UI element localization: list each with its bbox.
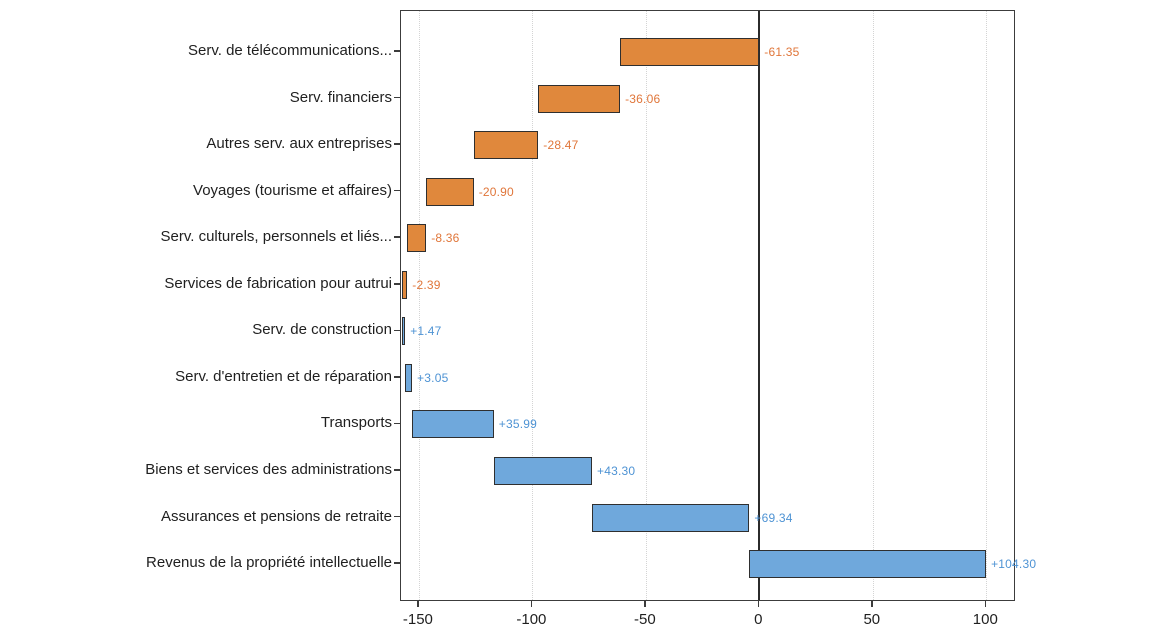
category-label: Assurances et pensions de retraite [161,507,392,525]
category-label: Serv. de construction [252,321,392,339]
bar-10 [493,456,593,485]
category-label: Biens et services des administrations [145,460,392,478]
bar-value-label: +104.30 [991,557,1037,571]
bar-value-label: -36.06 [625,91,661,106]
bar-value-label: +43.30 [597,463,636,478]
category-label: Serv. de télécommunications... [188,42,392,59]
x-tick-label: 50 [863,611,881,628]
category-label: Autres serv. aux entreprises [206,135,392,153]
y-tick-mark [394,469,400,471]
x-tick-mark [530,601,533,607]
y-tick-mark [394,96,400,99]
bar-value-label: -28.47 [543,138,579,153]
category-label: Voyages (tourisme et affaires) [193,181,392,199]
bar-value-label: +35.99 [498,417,538,432]
gridline--150 [418,11,420,600]
bar-8 [405,363,413,392]
x-tick-mark [757,601,760,607]
plot-area: -61.35 -36.06 -28.47 -20.90 -8.36 -2.39 +1.47 +… [400,10,1036,601]
zero-line [758,11,761,600]
y-tick-mark [394,143,400,145]
category-label: Revenus de la propriété intellectuelle [146,554,392,571]
x-tick-label: -50 [634,611,656,628]
y-tick-mark [394,376,400,378]
bar-value-label: -2.39 [412,277,441,292]
category-label: Serv. d'entretien et de réparation [175,367,392,385]
bar-5 [407,224,427,253]
bar-2 [538,84,621,113]
gridline-50 [872,11,874,600]
gridline-100 [986,11,988,600]
bar-value-label: +3.05 [417,370,449,385]
x-tick-mark [984,601,986,607]
gridline--50 [645,11,647,600]
bar-value-label: -8.36 [431,231,460,246]
bar-9 [412,410,494,439]
gridline--100 [532,11,534,600]
category-label: Services de fabrication pour autrui [164,274,392,292]
x-tick-mark [417,601,419,607]
y-tick-mark [394,189,400,192]
x-tick-label: 100 [972,611,998,628]
x-tick-label: -150 [402,611,433,628]
bar-3 [473,131,539,160]
bar-11 [592,503,750,532]
y-tick-mark [394,329,400,331]
bar-value-label: +69.34 [754,510,793,525]
category-label: Serv. culturels, personnels et liés... [160,228,393,246]
bar-value-label: +1.47 [410,324,442,339]
category-label: Transports [320,414,392,432]
bar-value-label: -20.90 [478,184,514,199]
bar-12 [749,550,987,578]
y-tick-mark [394,422,400,425]
y-tick-mark [394,283,400,285]
bar-6 [401,270,408,299]
bar-1 [620,38,760,66]
y-tick-mark [394,236,400,238]
category-label: Serv. financiers [289,88,392,106]
x-tick-label: -100 [516,611,547,628]
bar-4 [426,177,474,206]
bar-value-label: -61.35 [764,45,800,59]
y-tick-mark [394,562,400,564]
x-tick-label: 0 [754,611,763,628]
y-tick-mark [394,515,400,518]
x-tick-mark [871,601,873,607]
x-tick-mark [644,601,646,607]
bar-7 [401,317,406,346]
y-tick-mark [394,50,400,52]
